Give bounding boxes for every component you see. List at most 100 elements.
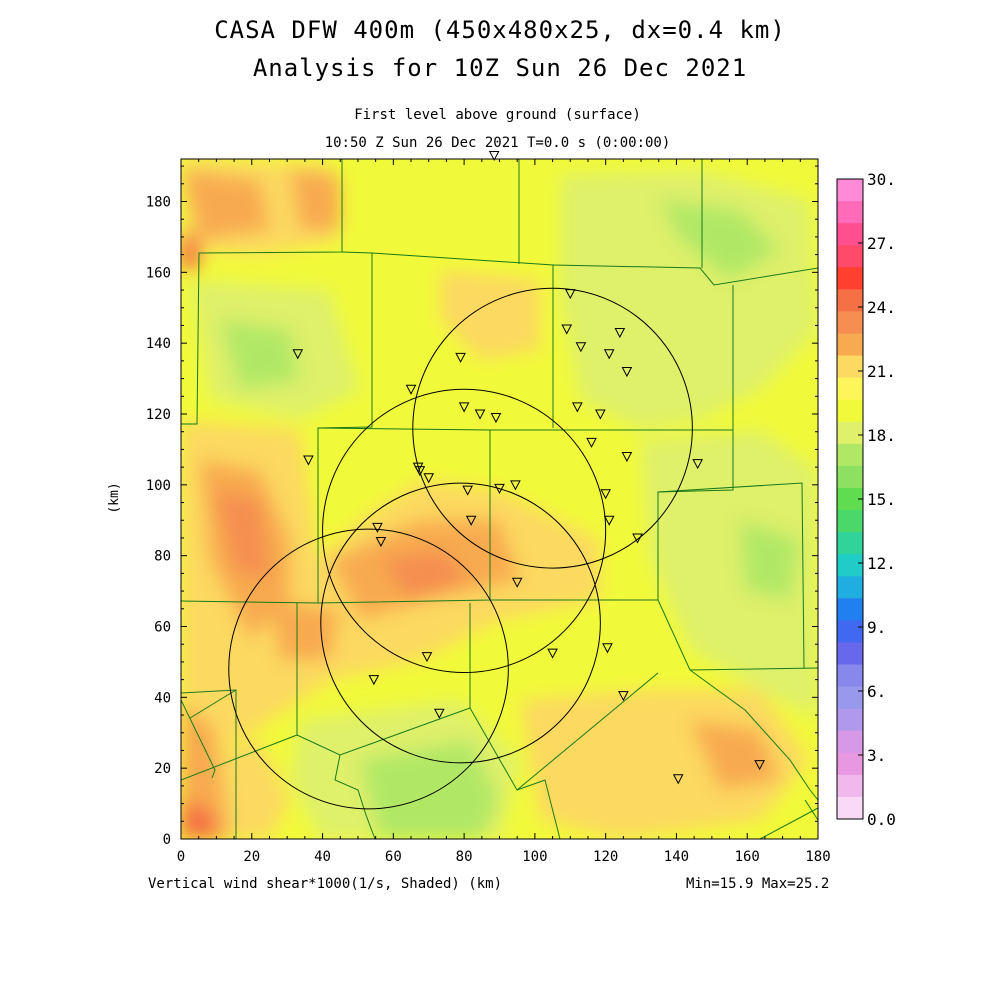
station-marker — [572, 402, 583, 413]
level-subtitle: First level above ground (surface) — [354, 107, 641, 123]
station-marker — [434, 708, 445, 719]
colorbar-label: 15. — [867, 490, 896, 509]
x-tick-label: 40 — [314, 849, 331, 865]
colorbar-swatch — [837, 642, 863, 666]
colorbar-label: 24. — [867, 298, 896, 317]
field-description: Vertical wind shear*1000(1/s, Shaded) (k… — [148, 876, 503, 892]
station-marker — [603, 515, 615, 526]
station-marker — [303, 455, 314, 466]
radar-ring — [412, 287, 693, 569]
colorbar-swatch — [837, 223, 863, 246]
x-tick-label: 80 — [456, 849, 473, 865]
colorbar-swatch — [837, 598, 863, 621]
colorbar-label: 3. — [867, 746, 886, 765]
station-marker — [614, 328, 626, 339]
colorbar-swatch — [837, 730, 863, 754]
colorbar-swatch — [837, 465, 863, 489]
colorbar-label: 0.0 — [867, 810, 896, 829]
colorbar: 30. 27. 24. 21. 18. 15. 12. 9. 6. 3. 0.0 — [836, 170, 896, 829]
station-marker — [754, 760, 765, 771]
station-marker — [372, 522, 383, 533]
colorbar-swatch — [837, 377, 863, 401]
colorbar-swatch — [837, 532, 863, 555]
station-marker — [455, 352, 466, 363]
y-tick-label: 0 — [163, 832, 171, 848]
station-marker — [586, 437, 597, 448]
colorbar-label: 18. — [867, 426, 896, 445]
time-subtitle: 10:50 Z Sun 26 Dec 2021 T=0.0 s (0:00:00… — [324, 135, 671, 151]
station-marker — [462, 485, 473, 496]
station-marker — [547, 648, 558, 659]
station-marker — [575, 342, 587, 353]
radar-ring — [228, 528, 509, 810]
colorbar-swatch — [837, 796, 863, 820]
y-tick-label: 120 — [146, 407, 171, 423]
colorbar-swatch — [837, 686, 863, 710]
station-marker — [692, 459, 704, 470]
map-title-line2: Analysis for 10Z Sun 26 Dec 2021 — [252, 54, 748, 82]
station-marker — [564, 289, 576, 300]
x-tick-label: 0 — [177, 849, 185, 865]
colorbar-swatch — [837, 620, 863, 643]
y-tick-label: 80 — [154, 549, 171, 565]
station-marker — [421, 652, 433, 663]
station-marker — [510, 480, 521, 491]
shading-blobs — [181, 159, 818, 839]
radar-ring — [322, 388, 607, 674]
x-tick-label: 180 — [805, 849, 830, 865]
colorbar-label: 27. — [867, 234, 896, 253]
station-marker — [621, 452, 633, 463]
colorbar-swatch — [837, 201, 863, 224]
x-tick-label: 120 — [593, 849, 618, 865]
colorbar-swatch — [837, 554, 863, 577]
x-tick-label: 100 — [522, 849, 547, 865]
colorbar-swatch — [837, 421, 863, 445]
station-marker — [672, 774, 684, 785]
colorbar-label: 6. — [867, 682, 886, 701]
y-tick-label: 140 — [146, 336, 171, 352]
y-axis-label: (km) — [107, 482, 122, 513]
colorbar-label: 9. — [867, 618, 886, 637]
colorbar-swatch — [837, 245, 863, 268]
station-marker — [494, 483, 505, 494]
colorbar-swatch — [837, 355, 863, 379]
colorbar-swatch — [837, 311, 863, 334]
colorbar-swatch — [837, 333, 863, 357]
y-tick-label: 40 — [154, 690, 171, 706]
station-marker — [465, 515, 477, 526]
station-marker — [458, 402, 470, 413]
colorbar-label: 12. — [867, 554, 896, 573]
colorbar-swatch — [837, 576, 863, 599]
colorbar-swatch — [837, 179, 863, 202]
min-max-summary: Min=15.9 Max=25.2 — [686, 876, 830, 892]
station-marker — [375, 537, 387, 548]
radar-range-rings — [228, 287, 693, 810]
colorbar-swatch — [837, 443, 863, 467]
y-tick-label: 180 — [146, 195, 171, 211]
station-marker — [618, 691, 629, 702]
colorbar-swatch — [837, 774, 863, 798]
colorbar-swatch — [837, 752, 863, 776]
x-tick-label: 140 — [664, 849, 689, 865]
y-tick-label: 160 — [146, 265, 171, 281]
station-marker — [602, 643, 613, 654]
station-marker — [368, 675, 380, 686]
colorbar-swatch — [837, 510, 863, 533]
station-marker — [405, 384, 417, 395]
station-marker — [423, 473, 435, 484]
station-markers — [292, 150, 765, 785]
station-marker — [595, 409, 606, 420]
station-marker — [414, 466, 426, 477]
y-tick-label: 20 — [154, 761, 171, 777]
station-marker — [488, 150, 500, 162]
shaded-field — [181, 159, 818, 839]
station-marker — [600, 489, 611, 500]
station-marker — [474, 409, 486, 420]
station-marker — [490, 413, 502, 424]
station-marker — [292, 349, 304, 360]
colorbar-swatch — [837, 487, 863, 511]
radar-ring — [320, 482, 601, 764]
colorbar-swatch — [837, 399, 863, 423]
x-tick-label: 160 — [735, 849, 760, 865]
axes: 0 20 40 60 80 100 120 140 160 180 0 20 40 60 80 100 120 1… — [146, 159, 831, 865]
